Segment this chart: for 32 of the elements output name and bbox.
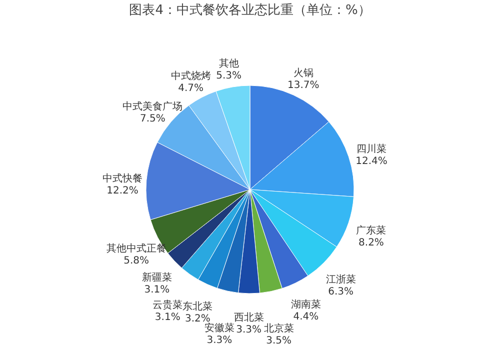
slice-label: 其他中式正餐: [106, 242, 166, 254]
data-label: 4.7%: [178, 83, 204, 94]
data-label: 3.1%: [154, 312, 180, 324]
slice-label: 四川菜: [356, 143, 386, 156]
data-label: 3.3%: [236, 324, 262, 336]
data-label: 13.7%: [288, 80, 320, 92]
slice-label: 中式美食广场: [122, 100, 183, 112]
slice-label: 广东菜: [356, 224, 386, 237]
data-label: 8.2%: [358, 238, 384, 249]
data-label: 3.5%: [266, 336, 292, 347]
slice-label: 新疆菜: [142, 271, 172, 284]
slice-label: 江浙菜: [326, 274, 356, 286]
slice-label: 中式烧烤: [170, 70, 211, 82]
data-label: 3.3%: [206, 335, 232, 346]
data-label: 12.2%: [106, 185, 138, 196]
data-label: 6.3%: [328, 286, 354, 298]
data-label: 5.8%: [124, 255, 150, 266]
data-label: 3.1%: [144, 284, 170, 296]
slice-label: 北京菜: [264, 322, 294, 335]
slice-label: 火锅: [293, 67, 314, 80]
data-label: 7.5%: [140, 113, 166, 124]
chart-title: 图表4：中式餐饮各业态比重（单位：%）: [129, 3, 371, 18]
slice-label: 其他: [218, 57, 239, 70]
data-label: 12.4%: [356, 156, 388, 168]
slice-label: 安徽菜: [204, 322, 234, 334]
slice-label: 湖南菜: [290, 298, 321, 311]
slice-label: 东北菜: [182, 300, 213, 312]
data-label: 5.3%: [216, 70, 242, 82]
slice-label: 中式快餐: [102, 172, 142, 184]
slice-label: 西北菜: [234, 311, 264, 324]
slice-label: 云贵菜: [152, 299, 183, 312]
data-label: 4.4%: [293, 312, 319, 323]
